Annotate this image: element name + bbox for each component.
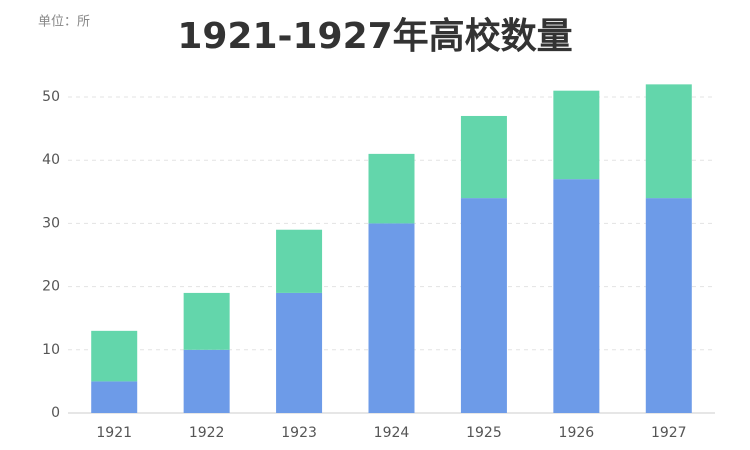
x-tick-label: 1923 xyxy=(281,425,317,441)
y-tick-label: 10 xyxy=(42,342,60,358)
bar-segment xyxy=(276,292,323,413)
bar-segment xyxy=(460,198,507,413)
chart-title: 1921-1927年高校数量 xyxy=(177,16,572,57)
bar-segment xyxy=(553,90,600,180)
bar-segment xyxy=(645,84,692,199)
x-tick-label: 1926 xyxy=(559,425,595,441)
bar-segment xyxy=(553,179,600,413)
unit-label: 单位：所 xyxy=(38,15,90,30)
x-tick-label: 1925 xyxy=(466,425,502,441)
y-tick-label: 50 xyxy=(42,89,60,105)
bar-segment xyxy=(183,349,230,413)
bar-segment xyxy=(183,292,230,350)
x-tick-label: 1927 xyxy=(651,425,687,441)
bar-segment xyxy=(645,198,692,413)
bar-segment xyxy=(91,381,138,413)
bar-segment xyxy=(460,115,507,199)
bar-segment xyxy=(368,223,415,413)
bar-segment xyxy=(91,330,138,382)
bar-segment xyxy=(276,229,323,293)
x-tick-label: 1922 xyxy=(189,425,225,441)
y-tick-label: 20 xyxy=(42,279,60,295)
y-tick-label: 40 xyxy=(42,152,60,168)
y-tick-label: 30 xyxy=(42,215,60,231)
bar-segment xyxy=(368,153,415,224)
x-tick-label: 1924 xyxy=(374,425,410,441)
y-tick-label: 0 xyxy=(51,405,60,421)
x-tick-label: 1921 xyxy=(96,425,132,441)
